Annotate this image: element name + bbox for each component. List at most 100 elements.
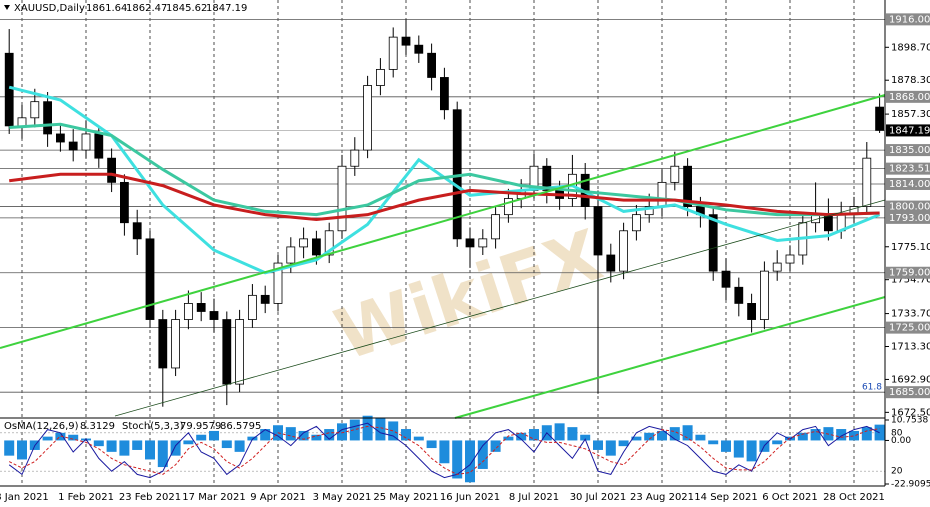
candle-body [772,262,782,272]
osc-value: 79.9579 [180,421,221,432]
level-label: 1823.51 [889,164,930,175]
candle-body [107,157,116,183]
candle-body [644,206,654,216]
osma-bar [285,427,296,441]
y-tick-label: -22.9095 [891,480,930,490]
y-tick-label: 1754.70 [891,275,930,286]
osma-bar [132,440,143,450]
osma-bar [669,427,680,441]
osma-bar [247,436,258,441]
osma-bar [810,429,821,441]
candle-body [183,303,193,320]
x-tick-label: 3 May 2021 [313,492,372,503]
osma-bar [516,432,527,441]
osma-bar [260,429,271,441]
osma-bar [375,417,386,441]
candle-body [4,52,14,127]
osma-bar [580,434,591,441]
candle-body [363,85,373,151]
stochastic-line [8,425,880,475]
osma-bar [631,436,642,441]
level-label-bg [886,13,930,26]
x-tick-label: 23 Feb 2021 [119,492,181,503]
candle-body [30,101,40,119]
osma-bar [708,440,719,445]
osma-bar [311,434,322,441]
channel-line [454,296,886,419]
candle-body [862,157,872,207]
candle-body [299,238,309,248]
y-tick-label: 1713.30 [891,342,930,353]
osma-bar [196,434,207,441]
osma-bar [93,440,104,447]
candle-body [247,294,257,320]
osma-bar [413,436,424,441]
candle-body [209,311,219,320]
x-tick-label: 30 Jul 2021 [570,492,627,503]
level-label-bg [886,162,930,175]
fib-label: 61.8 [862,383,882,393]
osc-value: 8.3129 [80,421,115,432]
osma-bar [68,434,79,441]
header-value: 1861.64 [86,3,127,14]
candle-body [491,214,501,240]
y-tick-label: 0.00 [891,436,911,446]
y-tick-label: 1733.70 [891,309,930,320]
candle-body [414,44,424,54]
osma-bar [593,440,603,450]
osma-bar [439,440,450,464]
osma-bar [17,440,27,460]
level-label-bg [886,90,930,103]
osma-bar [529,429,539,441]
candle-body [81,133,91,151]
candle-body [337,165,347,232]
osma-bar [145,440,155,460]
candle-body [683,165,692,207]
candle-body [734,286,744,304]
osma-bar [503,436,514,441]
candle-body [286,246,296,264]
osma-bar [234,440,245,452]
x-tick-label: 14 Sep 2021 [694,492,757,503]
osma-bar [618,440,629,447]
level-label-bg [886,386,930,399]
candle-body [145,238,155,320]
osma-bar [554,423,565,441]
level-label-bg [886,200,930,213]
candle-body [235,319,245,385]
candle-body [17,117,27,127]
candle-body [120,181,129,224]
osma-bar [324,429,335,441]
osma-bar [605,440,616,456]
osma-bar [55,432,66,441]
y-tick-label: 1898.70 [891,42,930,53]
osma-bar [4,440,15,456]
osma-bar [861,427,872,441]
candle-body [171,319,181,369]
y-tick-label: 10.7538 [891,416,928,426]
candle-body [196,303,206,312]
osma-bar [401,429,411,441]
osma-bar [388,421,399,441]
osma-bar [170,440,181,456]
candle-body [375,68,385,86]
level-label: 1835.00 [889,145,930,156]
osma-bar [733,440,744,458]
osma-bar [209,430,219,441]
candle-body [619,230,628,272]
candle-body [132,222,142,240]
y-tick-label: 1878.30 [891,75,930,86]
menu-arrow[interactable] [4,5,10,10]
candle-body [273,262,283,304]
osma-bar [695,434,706,441]
candle-body [439,77,449,111]
osma-bar [746,440,757,462]
osma-bar [657,430,667,441]
header-value: 1847.19 [206,3,247,14]
osma-bar [797,432,808,441]
candle-body [478,238,488,248]
y-tick-label: 1775.10 [891,242,930,253]
candle-body [542,165,552,191]
y-tick-label: 1857.30 [891,109,930,120]
